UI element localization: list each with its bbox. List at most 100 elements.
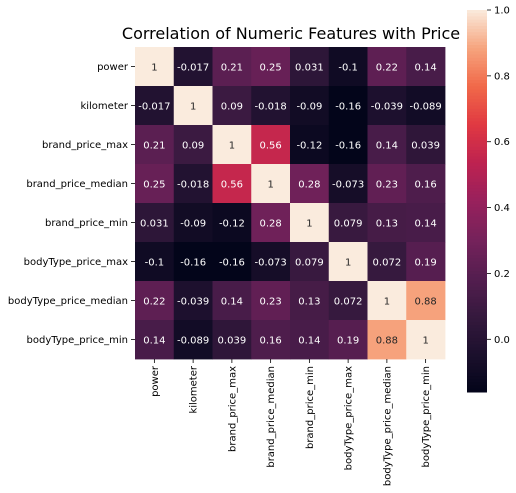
cell-value-label: -0.09 (296, 102, 322, 113)
colorbar-segment (467, 143, 487, 148)
colorbar-segment (467, 331, 487, 336)
heatmap-cell (135, 125, 175, 165)
heatmap-cell (328, 125, 368, 165)
heatmap-cell (328, 320, 368, 360)
cell-value-label: 0.13 (298, 297, 320, 308)
colorbar-segment (467, 140, 487, 145)
colorbar-segment (467, 315, 487, 320)
column-tick-label: power (150, 365, 161, 397)
colorbar-segment (467, 328, 487, 333)
colorbar-segment (467, 124, 487, 129)
colorbar-tick-label: 0.4 (494, 203, 510, 214)
colorbar-segment (467, 32, 487, 36)
cell-value-label: 0.031 (140, 219, 169, 230)
colorbar-segment (467, 312, 487, 317)
column-tick-labels: power kilometer brand_price_max brand_price… (150, 359, 432, 486)
cell-value-label: -0.16 (219, 258, 245, 269)
cell-value-label: 0.88 (414, 297, 436, 308)
heatmap-cell (135, 164, 175, 204)
colorbar-segment (467, 290, 487, 294)
colorbar-segment (467, 232, 487, 237)
colorbar-segment (467, 341, 487, 345)
cell-value-label: 1 (151, 63, 157, 74)
column-tick-label: bodyType_price_max (344, 366, 355, 470)
colorbar-tick-label: 1.0 (494, 6, 510, 17)
cell-value-label: -0.039 (371, 102, 403, 113)
heatmap-cell (173, 320, 213, 360)
colorbar-segment (467, 283, 487, 288)
colorbar-segment (467, 207, 487, 212)
column-tick-label: brand_price_min (305, 366, 316, 449)
colorbar-segment (467, 334, 487, 339)
cell-value-label: 0.21 (221, 63, 243, 74)
row-tick-label: brand_price_median (26, 179, 128, 190)
colorbar-segment (467, 382, 487, 387)
colorbar-segment (467, 325, 487, 329)
row-tick-label: bodyType_price_max (24, 257, 128, 268)
colorbar-segment (467, 220, 487, 224)
colorbar-segment (467, 229, 487, 234)
colorbar-segment (467, 385, 487, 390)
heatmap-cell (135, 320, 175, 360)
heatmap-cell (290, 203, 330, 243)
colorbar-segment (467, 356, 487, 361)
colorbar-segment (467, 83, 487, 87)
cell-value-label: -0.089 (177, 336, 209, 347)
colorbar-segment (467, 236, 487, 240)
colorbar-segment (467, 223, 487, 227)
colorbar-segment (467, 76, 487, 81)
heatmap-cell (290, 125, 330, 165)
colorbar-segment (467, 271, 487, 275)
colorbar-segment (467, 321, 487, 326)
heatmap-cell (251, 242, 291, 282)
cell-value-label: 0.14 (298, 336, 320, 347)
cell-value-label: 0.23 (259, 297, 281, 308)
colorbar-segment (467, 16, 487, 21)
heatmap-cell (173, 203, 213, 243)
colorbar-segment (467, 210, 487, 215)
colorbar-segment (467, 57, 487, 62)
colorbar-segment (467, 22, 487, 27)
colorbar-segment (467, 29, 487, 33)
colorbar-segment (467, 181, 487, 186)
colorbar-segment (467, 48, 487, 52)
colorbar-segment (467, 302, 487, 307)
colorbar-segment (467, 175, 487, 180)
colorbar-segment (467, 64, 487, 68)
heatmap-cell (290, 86, 330, 126)
colorbar-segment (467, 134, 487, 138)
colorbar-segment (467, 92, 487, 97)
cell-value-label: 0.22 (143, 297, 165, 308)
colorbar-segment (467, 363, 487, 368)
colorbar-segment (467, 102, 487, 106)
column-tick-label: brand_price_max (227, 366, 238, 452)
colorbar-segment (467, 194, 487, 199)
heatmap-cell (290, 242, 330, 282)
cell-value-label: 0.039 (411, 141, 440, 152)
heatmap-cell (212, 242, 252, 282)
cell-value-label: 0.09 (182, 141, 204, 152)
colorbar-segment (467, 108, 487, 113)
heatmap-cell (367, 164, 407, 204)
cell-value-label: -0.16 (335, 102, 361, 113)
cell-value-label: -0.073 (255, 258, 287, 269)
colorbar-tick-label: 0.6 (494, 137, 510, 148)
colorbar-segment (467, 201, 487, 205)
colorbar-segment (467, 264, 487, 269)
cell-value-label: -0.039 (177, 297, 209, 308)
cell-value-label: 0.22 (376, 63, 398, 74)
cell-value-label: 0.16 (414, 180, 436, 191)
colorbar-segment (467, 99, 487, 103)
cell-value-label: 0.16 (259, 336, 281, 347)
cell-value-label: 1 (267, 180, 273, 191)
heatmap-cell (251, 320, 291, 360)
heatmap-cell (212, 86, 252, 126)
cell-value-label: -0.16 (335, 141, 361, 152)
colorbar-segment (467, 121, 487, 126)
colorbar-segment (467, 261, 487, 266)
cell-value-label: -0.12 (219, 219, 245, 230)
heatmap-cell (173, 47, 213, 87)
heatmap-cell (406, 86, 446, 126)
colorbar-segment (467, 159, 487, 164)
cell-value-label: 0.19 (337, 336, 359, 347)
